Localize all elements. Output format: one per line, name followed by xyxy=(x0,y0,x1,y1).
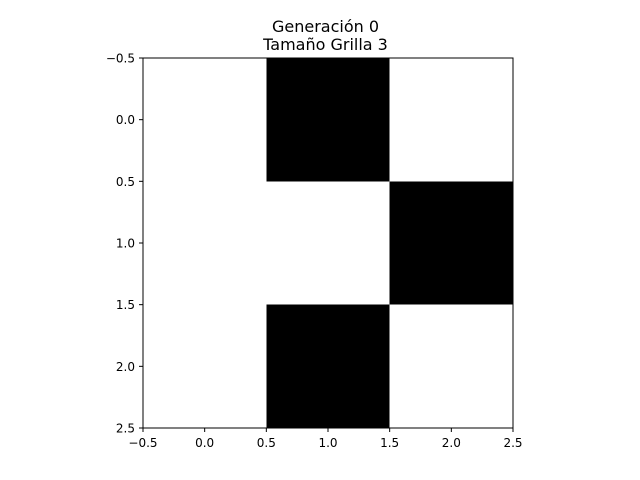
chart-subtitle: Tamaño Grilla 3 xyxy=(262,35,388,54)
x-tick-label: 2.5 xyxy=(503,436,522,450)
x-tick-label: 1.5 xyxy=(380,436,399,450)
heatmap-cell xyxy=(389,181,513,305)
y-tick-label: 2.0 xyxy=(116,360,135,374)
y-tick-label: 2.5 xyxy=(116,422,135,436)
heatmap-cell xyxy=(266,304,390,428)
y-tick-label: 1.5 xyxy=(116,298,135,312)
plot-area: −0.5 0.0 0.5 1.0 1.5 2.0 2.5−0.50.00.51.01.52.… xyxy=(106,52,523,451)
heatmap-cell xyxy=(143,304,267,428)
x-tick-label: 1.0 xyxy=(318,436,337,450)
heatmap-cell xyxy=(143,58,267,182)
y-tick-label: 0.5 xyxy=(116,175,135,189)
y-tick-label: −0.5 xyxy=(106,52,135,66)
heatmap-cell xyxy=(143,181,267,305)
x-tick-label: 0.0 xyxy=(195,436,214,450)
chart-title: Generación 0 xyxy=(272,17,379,36)
x-tick-label: 0.5 xyxy=(257,436,276,450)
heatmap-cell xyxy=(389,304,513,428)
x-tick-label: 2.0 xyxy=(442,436,461,450)
y-tick-label: 0.0 xyxy=(116,113,135,127)
y-tick-label: 1.0 xyxy=(116,237,135,251)
heatmap-cell xyxy=(266,181,390,305)
x-tick-label: −0.5 xyxy=(128,436,157,450)
heatmap-cell xyxy=(389,58,513,182)
heatmap-cell xyxy=(266,58,390,182)
